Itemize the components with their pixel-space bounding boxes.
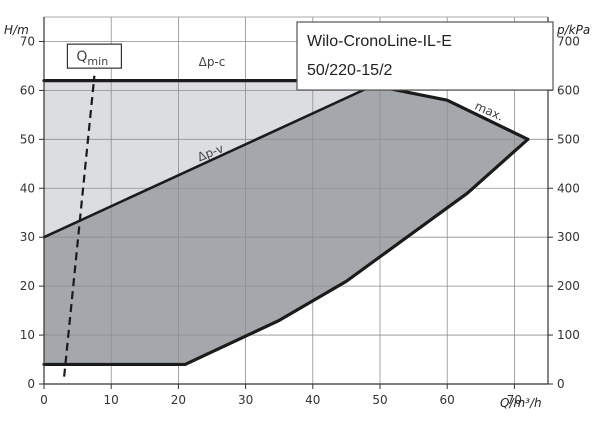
x-tick-label: 30: [238, 393, 253, 407]
x-axis-label: Q/m³/h: [500, 396, 542, 410]
annotation-qmin: Qmin: [76, 49, 108, 68]
y-right-tick-label: 700: [557, 34, 580, 48]
y-left-tick-label: 40: [20, 181, 35, 195]
y-left-tick-label: 60: [20, 83, 35, 97]
series-min-curve: [42, 137, 530, 367]
y-left-tick-label: 70: [20, 34, 35, 48]
title-line-1: Wilo-CronoLine-IL-E: [307, 33, 452, 50]
y-right-tick-label: 0: [557, 377, 565, 391]
y-right-tick-label: 400: [557, 181, 580, 195]
y-right-tick-label: 300: [557, 230, 580, 244]
x-tick-label: 10: [104, 393, 119, 407]
y-left-tick-label: 20: [20, 279, 35, 293]
x-tick-label: 50: [372, 393, 387, 407]
x-tick-label: 0: [40, 393, 48, 407]
y-left-tick-label: 0: [27, 377, 35, 391]
y-axis-left-label: H/m: [4, 23, 29, 37]
x-tick-label: 60: [440, 393, 455, 407]
region-dp-v: [44, 85, 528, 365]
y-right-tick-label: 100: [557, 328, 580, 342]
y-left-tick-label: 50: [20, 132, 35, 146]
title-box: Wilo-CronoLine-IL-E 50/220-15/2: [296, 21, 554, 91]
series-qmin-line: [63, 75, 96, 377]
series-dp-v-line: [42, 84, 375, 239]
y-right-tick-label: 200: [557, 279, 580, 293]
y-left-tick-label: 10: [20, 328, 35, 342]
title-box-frame: [296, 21, 554, 91]
y-right-tick-label: 500: [557, 132, 580, 146]
title-line-2: 50/220-15/2: [307, 62, 393, 79]
qmin-label-box: [66, 43, 123, 69]
x-tick-label: 40: [305, 393, 320, 407]
region-dp-c: [44, 80, 374, 365]
y-axis-right-label: p/kPa: [556, 23, 590, 37]
regions-layer: [44, 80, 528, 365]
y-left-tick-label: 30: [20, 230, 35, 244]
x-tick-label: 70: [507, 393, 522, 407]
x-tick-label: 20: [171, 393, 186, 407]
annotation-dp-c: Δp-c: [199, 55, 226, 69]
y-right-tick-label: 600: [557, 83, 580, 97]
axis-layer: 0 10 20 30 40 50 60 700102030405060700100200300…: [20, 17, 580, 407]
